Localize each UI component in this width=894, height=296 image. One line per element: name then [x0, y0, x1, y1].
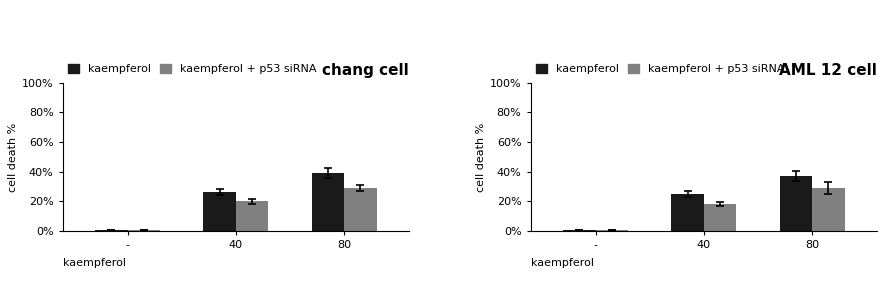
- Bar: [562, 230, 595, 231]
- Bar: [95, 230, 128, 231]
- Text: kaempferol: kaempferol: [63, 258, 125, 268]
- Bar: [311, 173, 344, 231]
- Bar: [344, 188, 376, 231]
- Text: kaempferol: kaempferol: [530, 258, 593, 268]
- Y-axis label: cell death %: cell death %: [8, 122, 18, 192]
- Bar: [703, 204, 736, 231]
- Text: AML 12 cell: AML 12 cell: [779, 62, 876, 78]
- Bar: [779, 176, 811, 231]
- Bar: [128, 230, 160, 231]
- Y-axis label: cell death %: cell death %: [476, 122, 485, 192]
- Legend: kaempferol, kaempferol + p53 siRNA: kaempferol, kaempferol + p53 siRNA: [536, 64, 784, 74]
- Text: chang cell: chang cell: [322, 62, 409, 78]
- Bar: [811, 188, 844, 231]
- Bar: [595, 230, 628, 231]
- Bar: [203, 192, 236, 231]
- Bar: [670, 194, 703, 231]
- Legend: kaempferol, kaempferol + p53 siRNA: kaempferol, kaempferol + p53 siRNA: [68, 64, 316, 74]
- Bar: [236, 201, 268, 231]
